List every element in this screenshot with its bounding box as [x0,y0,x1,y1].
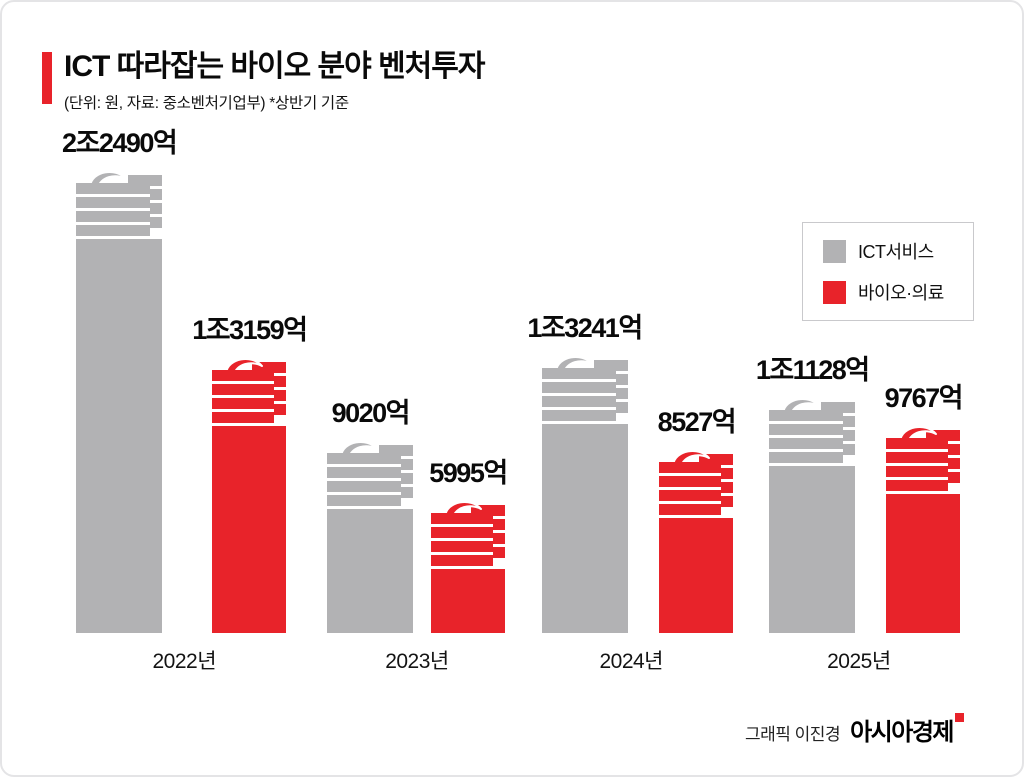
year-label: 2022년 [152,650,217,673]
page-subtitle: (단위: 원, 자료: 중소벤처기업부) *상반기 기준 [64,95,349,112]
bar-chart: 2조2490억 1조3159억 2022년 9020억 5995억 2023년 1조3241… [48,121,976,675]
value-label: 9767억 [884,383,964,413]
bar-ict [327,435,414,633]
brand-mark-icon [955,713,964,722]
legend-item-bio: 바이오·의료 [823,279,953,305]
bar-ict-wrap: 1조1128억 [755,348,870,633]
legend: ICT서비스 바이오·의료 [802,222,974,321]
credit: 그래픽 이진경 아시아경제 [745,712,964,747]
bar-bio-wrap: 5995억 [429,451,508,633]
legend-label: ICT서비스 [858,242,934,262]
bar-bio [886,420,961,633]
bar-bio [430,495,505,633]
bar-bio [659,444,734,633]
bar-ict-wrap: 2조2490억 [62,121,178,633]
brand-logo: 아시아경제 [850,712,964,747]
year-label: 2025년 [827,650,891,673]
value-label: 9020억 [331,398,411,428]
header: ICT 따라잡는 바이오 분야 벤처투자 (단위: 원, 자료: 중소벤처기업부… [42,50,485,113]
bar-ict [541,350,628,633]
title-accent-bar [42,52,52,104]
value-label: 1조3159억 [192,315,308,345]
legend-swatch-gray [823,239,846,263]
bar-bio-wrap: 1조3159억 [192,308,308,633]
value-label: 8527억 [657,407,737,437]
legend-swatch-red [823,280,846,304]
credit-name: 그래픽 이진경 [745,725,841,744]
bar-ict [769,392,856,633]
bar-ict [76,165,163,633]
bar-bio-wrap: 8527억 [657,400,737,633]
value-label: 1조1128억 [755,355,870,385]
bar-group: 1조1128억 9767억 2025년 [755,348,964,675]
legend-label: 바이오·의료 [858,283,944,303]
bar-pair: 9020억 5995억 [327,391,508,633]
value-label: 5995억 [429,458,508,488]
bar-group: 1조3241억 8527억 2024년 [527,306,737,675]
bar-group: 2조2490억 1조3159억 2022년 [62,121,308,675]
bar-pair: 1조1128억 9767억 [755,348,964,633]
bar-bio [212,352,287,633]
bar-group: 9020억 5995억 2023년 [327,391,508,675]
legend-item-ict: ICT서비스 [823,238,953,264]
bar-bio-wrap: 9767억 [884,376,964,633]
bar-ict-wrap: 1조3241억 [527,306,643,633]
value-label: 1조3241억 [527,313,643,343]
year-label: 2024년 [599,650,664,673]
year-label: 2023년 [385,650,449,673]
bar-pair: 2조2490억 1조3159억 [62,121,308,633]
bar-pair: 1조3241억 8527억 [527,306,737,633]
page-title: ICT 따라잡는 바이오 분야 벤처투자 [64,50,485,83]
bar-ict-wrap: 9020억 [327,391,414,633]
value-label: 2조2490억 [62,128,178,158]
